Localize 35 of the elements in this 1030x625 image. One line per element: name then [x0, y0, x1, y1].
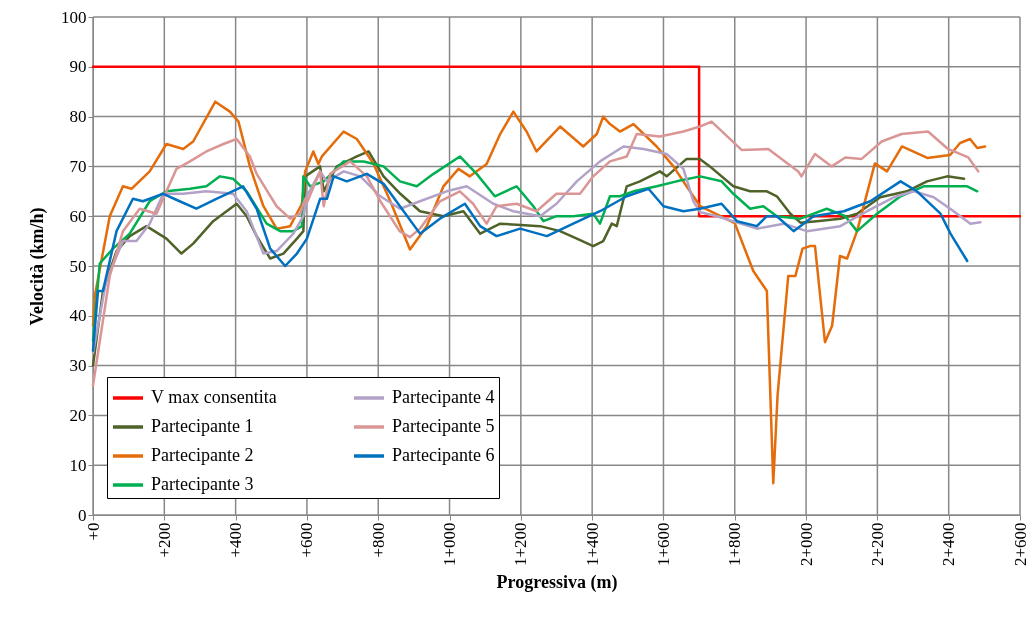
y-tick-label: 10: [69, 455, 87, 475]
legend-label: V max consentita: [151, 387, 277, 407]
y-tick-label: 80: [69, 107, 87, 127]
legend-label: Partecipante 3: [151, 474, 254, 494]
y-tick-label: 50: [69, 256, 87, 276]
x-tick-label: 1+200: [511, 522, 531, 567]
x-tick-label: +600: [297, 522, 317, 558]
x-tick-label: +0: [83, 522, 103, 541]
legend-label: Partecipante 2: [151, 445, 254, 465]
y-tick-label: 100: [61, 7, 87, 27]
x-tick-label: 1+800: [725, 522, 745, 567]
y-tick-label: 60: [69, 206, 87, 226]
x-tick-label: 1+600: [653, 522, 673, 567]
y-axis-title: Velocità (km/h): [27, 207, 48, 326]
legend-label: Partecipante 4: [392, 387, 495, 407]
x-tick-label: 2+200: [867, 522, 887, 567]
y-tick-label: 70: [69, 156, 87, 176]
x-tick-label: +800: [368, 522, 388, 558]
y-tick-label: 40: [69, 306, 87, 326]
x-tick-label: +400: [226, 522, 246, 558]
legend-label: Partecipante 5: [392, 416, 495, 436]
x-tick-label: +200: [154, 522, 174, 558]
x-axis-title: Progressiva (m): [496, 572, 618, 594]
y-tick-label: 90: [69, 57, 87, 77]
legend-label: Partecipante 1: [151, 416, 254, 436]
x-tick-label: 2+600: [1010, 522, 1030, 567]
legend-label: Partecipante 6: [392, 445, 495, 465]
x-tick-label: 2+000: [796, 522, 816, 567]
line-series: [91, 120, 980, 387]
x-tick-label: 1+000: [440, 522, 460, 567]
x-tick-label: 2+400: [939, 522, 959, 567]
x-tick-label: 1+400: [582, 522, 602, 567]
y-tick-label: 0: [78, 505, 87, 525]
y-tick-label: 20: [69, 405, 87, 425]
y-tick-label: 30: [69, 356, 87, 376]
